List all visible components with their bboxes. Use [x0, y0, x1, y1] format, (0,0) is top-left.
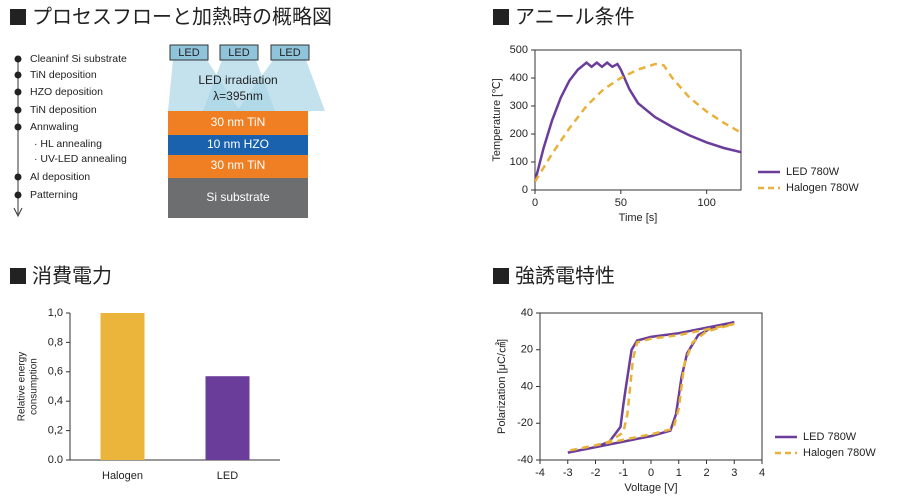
x-axis-label: Time [s]	[619, 212, 658, 224]
x-tick-label: 0	[532, 197, 538, 209]
led-label: LED	[228, 47, 249, 59]
series-line	[567, 320, 735, 454]
layer	[168, 111, 308, 135]
y-tick-label: 1,0	[48, 307, 63, 319]
step-dot	[14, 55, 22, 63]
step-label: Cleaninf Si substrate	[30, 53, 127, 65]
irradiation-label: LED irradiation	[198, 73, 277, 87]
y-tick-label: 0,2	[48, 425, 63, 437]
y-tick-label: 0,4	[48, 395, 63, 407]
y-tick-label: 0	[522, 184, 528, 196]
x-tick-label: 50	[615, 197, 627, 209]
y-tick-label: 40	[521, 380, 533, 392]
led-label: LED	[279, 47, 300, 59]
heading: プロセスフローと加熱時の概略図	[32, 5, 332, 29]
step-label: HZO deposition	[30, 86, 103, 98]
heading-square	[10, 268, 26, 284]
legend-label: Halogen 780W	[803, 447, 876, 459]
step-label: Al deposition	[30, 171, 90, 183]
step-dot	[14, 191, 22, 199]
x-tick-label: -3	[563, 467, 573, 479]
legend-label: Halogen 780W	[786, 182, 859, 194]
y-tick-label: 500	[510, 44, 528, 56]
y-axis-label: Relative energy	[17, 352, 28, 421]
y-axis-label: consumption	[29, 358, 40, 415]
led-box	[169, 44, 209, 61]
step-dot	[14, 123, 22, 131]
step-label: · HL annealing	[34, 138, 102, 150]
layer-label: Si substrate	[206, 190, 270, 204]
x-tick-label: 2	[703, 467, 709, 479]
x-tick-label: Halogen	[102, 470, 143, 482]
x-tick-label: 100	[697, 197, 715, 209]
led-box	[219, 44, 259, 61]
y-tick-label: 400	[510, 72, 528, 84]
x-tick-label: 4	[759, 467, 765, 479]
step-dot	[14, 88, 22, 96]
layer	[168, 178, 308, 218]
y-tick-label: 20	[521, 344, 533, 356]
y-tick-label: 200	[510, 128, 528, 140]
led-box	[270, 44, 310, 61]
bar	[205, 376, 250, 460]
y-tick-label: 0.0	[48, 454, 63, 466]
step-label: TiN deposition	[30, 69, 97, 81]
step-dot	[14, 71, 22, 79]
step-dot	[14, 106, 22, 114]
series-line	[533, 60, 742, 182]
flow-arrow	[13, 207, 23, 218]
light-beam	[237, 60, 325, 111]
y-tick-label: 100	[510, 156, 528, 168]
layer-label: 30 nm TiN	[211, 115, 266, 129]
step-dot	[14, 173, 22, 181]
x-tick-label: 0	[648, 467, 654, 479]
wavelength-label: λ=395nm	[213, 89, 263, 103]
heading-square	[493, 9, 509, 25]
heading: 強誘電特性	[515, 264, 615, 288]
y-tick-label: 0,6	[48, 366, 63, 378]
y-tick-label: -20	[517, 417, 533, 429]
heading: アニール条件	[515, 5, 635, 29]
heading: 消費電力	[32, 264, 112, 288]
y-tick-label: -40	[517, 454, 533, 466]
led-label: LED	[178, 47, 199, 59]
y-axis-label: Polarization [μC/㎠]	[495, 339, 508, 434]
layer-label: 10 nm HZO	[207, 137, 269, 151]
step-label: Annwaling	[30, 121, 79, 133]
layer	[168, 155, 308, 178]
layer-label: 30 nm TiN	[211, 158, 266, 172]
x-tick-label: -1	[618, 467, 628, 479]
step-label: TiN deposition	[30, 104, 97, 116]
x-tick-label: -2	[591, 467, 601, 479]
y-tick-label: 0,8	[48, 336, 63, 348]
x-tick-label: 1	[676, 467, 682, 479]
y-axis-label: Temperature [℃]	[491, 78, 503, 161]
y-tick-label: 300	[510, 100, 528, 112]
series-line	[567, 322, 735, 453]
step-label: · UV-LED annealing	[34, 153, 127, 165]
series-line	[533, 62, 742, 183]
legend-label: LED 780W	[786, 166, 840, 178]
plot-frame	[534, 49, 742, 191]
plot-frame	[539, 312, 763, 461]
x-axis-label: Voltage [V]	[624, 482, 677, 494]
bar	[100, 313, 145, 460]
x-tick-label: -4	[535, 467, 545, 479]
step-label: Patterning	[30, 189, 78, 201]
x-tick-label: LED	[217, 470, 238, 482]
layer	[168, 135, 308, 155]
x-tick-label: 3	[731, 467, 737, 479]
heading-square	[10, 9, 26, 25]
legend-label: LED 780W	[803, 431, 857, 443]
y-tick-label: 40	[521, 307, 533, 319]
heading-square	[493, 268, 509, 284]
